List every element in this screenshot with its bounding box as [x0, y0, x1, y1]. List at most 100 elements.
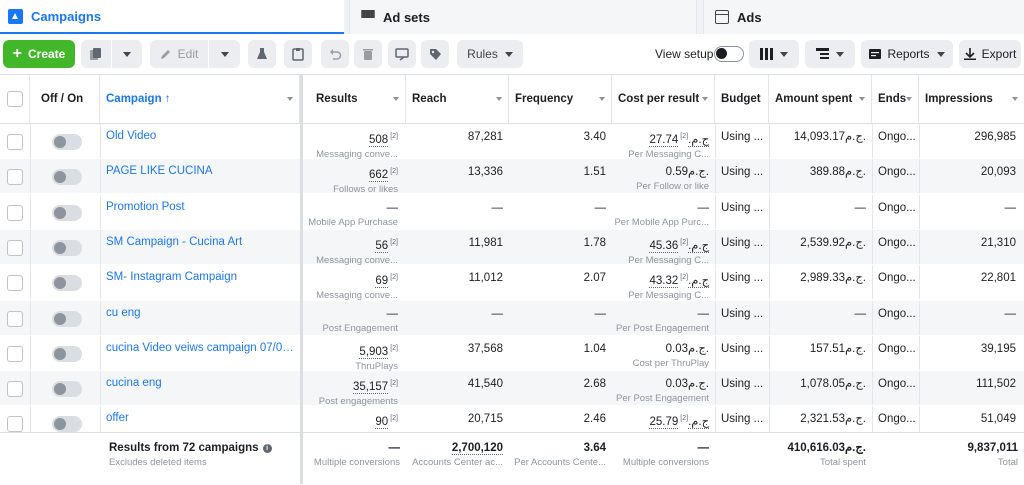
header-cost-per-result[interactable]: Cost per result	[612, 75, 715, 123]
download-icon	[963, 48, 976, 60]
campaign-toggle[interactable]	[52, 381, 82, 398]
undo-icon	[329, 48, 341, 60]
duplicate-dropdown[interactable]	[112, 40, 142, 68]
header-reach[interactable]: Reach	[406, 75, 509, 123]
row-checkbox[interactable]	[7, 416, 23, 433]
table-row[interactable]: PAGE LIKE CUCINA 662 [2] Follows or likes 13…	[0, 159, 1024, 195]
info-icon[interactable]: i	[262, 444, 272, 453]
edit-dropdown[interactable]	[209, 40, 240, 68]
table-row[interactable]: Old Video 508 [2] Messaging conve... 87,281 3…	[0, 124, 1024, 159]
create-button[interactable]: + Create	[3, 40, 75, 68]
header-frequency[interactable]: Frequency	[509, 75, 612, 123]
table-row[interactable]: cucina Video veiws campaign 07/06/... 5,9…	[0, 335, 1024, 371]
tag-icon	[429, 48, 441, 60]
frozen-column-divider[interactable]	[300, 74, 303, 484]
header-select-all[interactable]	[0, 75, 30, 123]
campaign-toggle[interactable]	[52, 239, 82, 256]
chevron-down-icon	[220, 51, 229, 57]
undo-button[interactable]	[321, 40, 349, 68]
view-setup-toggle[interactable]	[714, 46, 744, 62]
campaign-name-link[interactable]: SM Campaign - Cucina Art	[106, 235, 243, 248]
sort-caret-icon	[859, 97, 865, 101]
amount-spent-cell: 2,321.53ج.م.	[800, 413, 866, 426]
footer-reach: 2,700,120 Accounts Center ac...	[412, 442, 503, 468]
plus-icon: +	[12, 45, 22, 62]
campaign-toggle[interactable]	[52, 134, 82, 150]
header-results[interactable]: Results	[303, 75, 406, 123]
amount-spent-cell: 389.88ج.م.	[809, 166, 866, 179]
delete-button[interactable]	[354, 40, 382, 68]
export-to-button[interactable]	[388, 40, 416, 68]
tab-ads[interactable]: Ads	[703, 0, 1024, 34]
clipboard-button[interactable]	[284, 40, 312, 68]
header-amount-spent[interactable]: Amount spent	[769, 75, 872, 123]
table-row[interactable]: cu eng — Post Engagement — — — Per Post Engage…	[0, 300, 1024, 336]
campaign-toggle[interactable]	[52, 204, 82, 221]
campaign-toggle[interactable]	[52, 416, 82, 433]
ab-test-button[interactable]	[248, 40, 276, 68]
breakdown-icon	[816, 48, 829, 59]
export-button[interactable]: Export	[959, 40, 1021, 68]
rules-button[interactable]: Rules	[457, 40, 523, 68]
table-row[interactable]: cucina eng 35,157 [2] Post engagements 41,54…	[0, 371, 1024, 407]
tab-campaigns[interactable]: Campaigns	[0, 0, 344, 34]
footnote-marker: [2]	[390, 344, 398, 352]
frequency-cell: 2.07	[583, 272, 606, 285]
table-row[interactable]: SM- Instagram Campaign 69 [2] Messaging con…	[0, 265, 1024, 301]
table-row[interactable]: Promotion Post — Mobile App Purchase — — — Per…	[0, 194, 1024, 230]
select-all-checkbox[interactable]	[6, 91, 23, 107]
row-checkbox[interactable]	[7, 134, 23, 150]
campaign-name-link[interactable]: cucina eng	[106, 377, 162, 390]
row-checkbox[interactable]	[7, 381, 23, 398]
campaign-toggle[interactable]	[52, 345, 82, 362]
campaign-name-link[interactable]: Old Video	[106, 130, 157, 142]
footnote-marker: [2]	[390, 415, 398, 423]
duplicate-button[interactable]	[81, 40, 111, 68]
sort-caret-icon	[496, 97, 502, 101]
campaign-name-link[interactable]: PAGE LIKE CUCINA	[106, 165, 213, 178]
reach-cell: —	[491, 201, 504, 214]
campaign-name-link[interactable]: offer	[106, 412, 129, 425]
campaign-name-link[interactable]: SM- Instagram Campaign	[106, 271, 238, 284]
header-budget[interactable]: Budget	[715, 75, 769, 123]
tag-button[interactable]	[421, 40, 449, 68]
breakdown-button[interactable]	[805, 40, 855, 68]
amount-spent-cell: 2,989.33ج.م.	[800, 272, 866, 285]
table-row[interactable]: SM Campaign - Cucina Art 56 [2] Messaging c…	[0, 229, 1024, 265]
level-tabs: Campaigns Ad sets Ads	[0, 0, 1024, 34]
campaign-name-link[interactable]: cucina Video veiws campaign 07/06/...	[106, 341, 300, 354]
table-row[interactable]: offer 90[2]Messaging conve... 20,715 2.46 25…	[0, 406, 1024, 442]
budget-cell: Using ...	[721, 236, 764, 249]
campaign-name-link[interactable]: cu eng	[106, 306, 141, 319]
reports-button[interactable]: Reports	[861, 40, 953, 68]
campaign-toggle[interactable]	[52, 275, 82, 292]
header-impressions[interactable]: Impressions	[919, 75, 1024, 123]
footer-summary: Results from 72 campaigns i Excludes delet…	[109, 433, 299, 485]
row-checkbox[interactable]	[7, 239, 23, 256]
row-checkbox[interactable]	[7, 345, 23, 362]
toolbar: + Create Edit Rules Reports Export	[0, 34, 1024, 74]
campaign-toggle[interactable]	[52, 310, 82, 327]
footnote-marker: [2]	[390, 133, 398, 140]
campaign-name-link[interactable]: Promotion Post	[106, 200, 185, 213]
columns-button[interactable]	[749, 40, 799, 68]
sort-caret-icon	[393, 97, 399, 101]
header-off-on[interactable]: Off / On	[30, 75, 100, 123]
header-campaign[interactable]: Campaign ↑	[100, 75, 300, 123]
flask-icon	[257, 48, 267, 59]
cost-per-result-cell: — Per Mobile App Purc...	[614, 201, 709, 228]
row-checkbox[interactable]	[7, 275, 23, 292]
chevron-down-icon	[836, 51, 844, 57]
frequency-cell: —	[594, 307, 607, 320]
footnote-marker: [2]	[680, 415, 689, 423]
edit-button[interactable]: Edit	[150, 40, 208, 68]
budget-cell: Using ...	[721, 166, 764, 179]
footer-impressions: 9,837,011 Total	[967, 442, 1018, 468]
row-checkbox[interactable]	[7, 204, 23, 221]
campaign-toggle[interactable]	[52, 169, 82, 186]
header-ends[interactable]: Ends	[872, 75, 919, 123]
row-checkbox[interactable]	[7, 310, 23, 327]
reach-cell: 11,981	[468, 236, 503, 249]
row-checkbox[interactable]	[7, 169, 23, 186]
tab-ad-sets[interactable]: Ad sets	[349, 0, 697, 34]
